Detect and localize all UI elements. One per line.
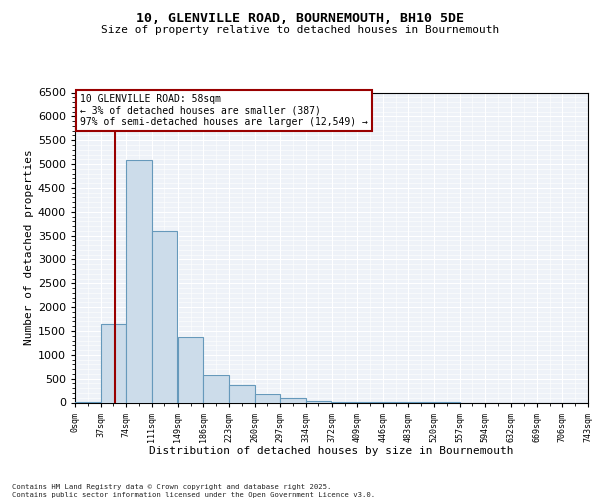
Bar: [152, 231, 177, 402]
Text: Contains HM Land Registry data © Crown copyright and database right 2025.
Contai: Contains HM Land Registry data © Crown c…: [12, 484, 375, 498]
Bar: [203, 375, 229, 402]
Text: 10 GLENVILLE ROAD: 58sqm
← 3% of detached houses are smaller (387)
97% of semi-d: 10 GLENVILLE ROAD: 58sqm ← 3% of detache…: [80, 94, 368, 127]
Bar: [254, 394, 280, 402]
Text: Size of property relative to detached houses in Bournemouth: Size of property relative to detached ho…: [101, 25, 499, 35]
Bar: [229, 386, 254, 402]
Y-axis label: Number of detached properties: Number of detached properties: [23, 150, 34, 346]
Bar: [101, 324, 126, 402]
X-axis label: Distribution of detached houses by size in Bournemouth: Distribution of detached houses by size …: [149, 446, 514, 456]
Bar: [126, 160, 152, 402]
Text: 10, GLENVILLE ROAD, BOURNEMOUTH, BH10 5DE: 10, GLENVILLE ROAD, BOURNEMOUTH, BH10 5D…: [136, 12, 464, 26]
Bar: [280, 398, 305, 402]
Bar: [178, 336, 203, 402]
Bar: [305, 400, 331, 402]
